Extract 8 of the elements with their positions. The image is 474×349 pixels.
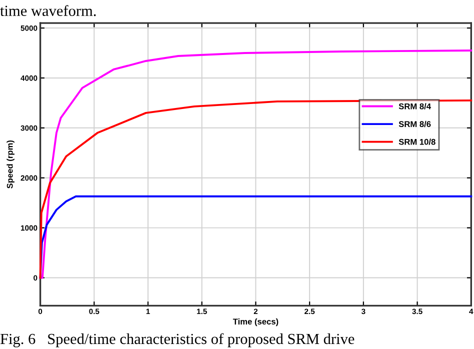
legend-label: SRM 8/4	[398, 103, 431, 110]
caption: Fig. 6 Speed/time characteristics of proposed SRM drive	[0, 333, 354, 348]
legend-label: SRM 8/6	[398, 120, 431, 128]
line-series	[39, 50, 472, 279]
x-axis-title: Time (secs)	[232, 318, 278, 326]
legend-label: SRM 10/8	[398, 138, 436, 145]
text: time waveform.	[0, 5, 96, 16]
y-axis-title: Speed (rpm)	[6, 140, 14, 188]
